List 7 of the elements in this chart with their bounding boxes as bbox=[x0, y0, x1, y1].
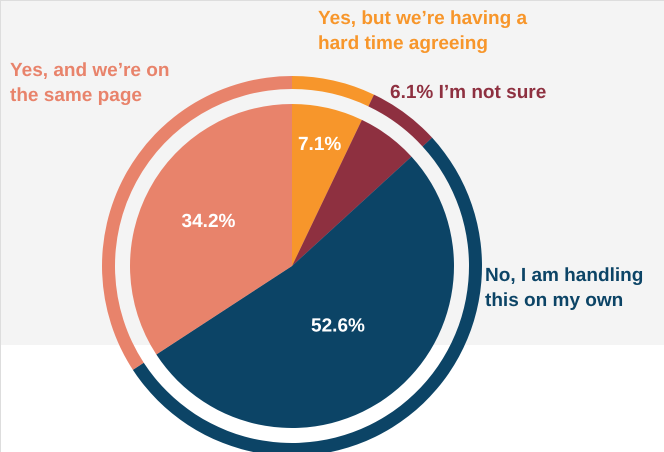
slice-label: No, I am handling this on my own bbox=[485, 264, 644, 313]
slice-label: Yes, but we’re having a hard time agreeing bbox=[318, 7, 528, 56]
data-label: 34.2% bbox=[182, 210, 236, 232]
data-label: 7.1% bbox=[298, 134, 342, 156]
slice-label: 6.1% I’m not sure bbox=[390, 81, 546, 105]
slice-label: Yes, and we’re on the same page bbox=[10, 59, 170, 108]
data-label: 52.6% bbox=[311, 315, 366, 336]
